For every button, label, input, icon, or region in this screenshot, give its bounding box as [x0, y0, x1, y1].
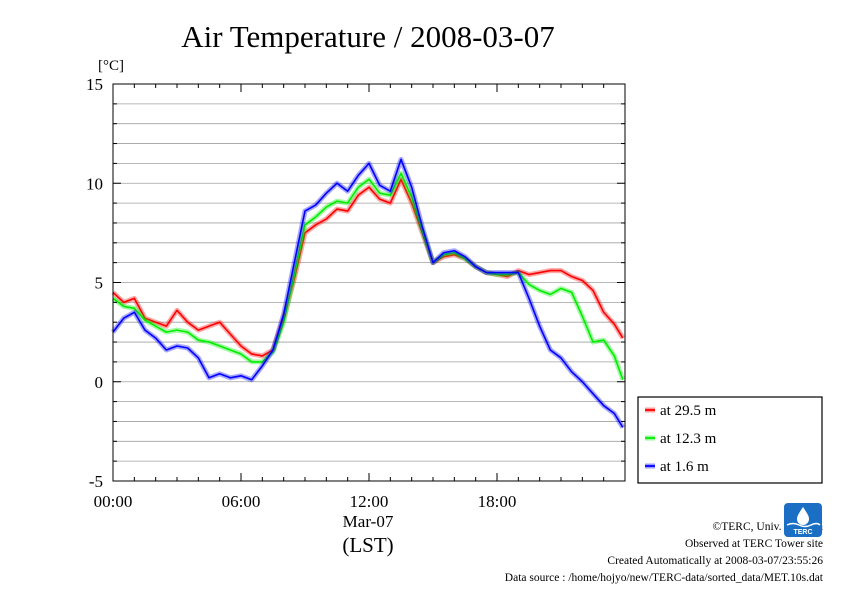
site-text: Observed at TERC Tower site: [684, 538, 823, 550]
series-line: [112, 178, 624, 357]
series-line: [112, 158, 624, 428]
x-tick-label: 18:00: [478, 492, 517, 511]
x-tick-label: 06:00: [222, 492, 261, 511]
grid-lines: [113, 103, 625, 462]
water-drop-icon: [797, 507, 809, 525]
series-line: [112, 172, 624, 381]
legend-label: at 29.5 m: [660, 403, 717, 419]
x-tick-label: 12:00: [350, 492, 389, 511]
legend-box: [637, 396, 823, 484]
legend: at 29.5 m at 12.3 m at 1.6 m: [637, 396, 823, 484]
y-tick-label: 15: [86, 75, 103, 94]
y-tick-label: -5: [89, 472, 103, 491]
terc-logo: TERC: [784, 503, 822, 537]
legend-label: at 12.3 m: [660, 431, 717, 447]
logo-text: TERC: [793, 529, 812, 536]
x-tick-label: 00:00: [94, 492, 133, 511]
legend-items: at 29.5 m at 12.3 m at 1.6 m: [645, 403, 717, 475]
y-tick-labels: 15 10 5 0 -5: [86, 75, 103, 491]
y-tick-label: 0: [95, 373, 104, 392]
series-layer: [111, 156, 626, 429]
x-axis-date-label: Mar-07: [343, 512, 394, 531]
x-tick-labels: 00:00 06:00 12:00 18:00: [94, 492, 517, 511]
axis-ticks: [112, 83, 626, 482]
data-source-text: Data source : /home/hojyo/new/TERC-data/…: [504, 572, 823, 584]
y-tick-label: 5: [95, 274, 104, 293]
created-text: Created Automatically at 2008-03-07/23:5…: [607, 555, 823, 567]
chart-title: Air Temperature / 2008-03-07: [181, 19, 554, 54]
y-tick-label: 10: [86, 174, 103, 193]
x-axis-unit-label: (LST): [342, 533, 393, 557]
y-axis-unit-label: [°C]: [98, 58, 124, 74]
series-glow: [111, 176, 625, 359]
legend-label: at 1.6 m: [660, 459, 709, 475]
